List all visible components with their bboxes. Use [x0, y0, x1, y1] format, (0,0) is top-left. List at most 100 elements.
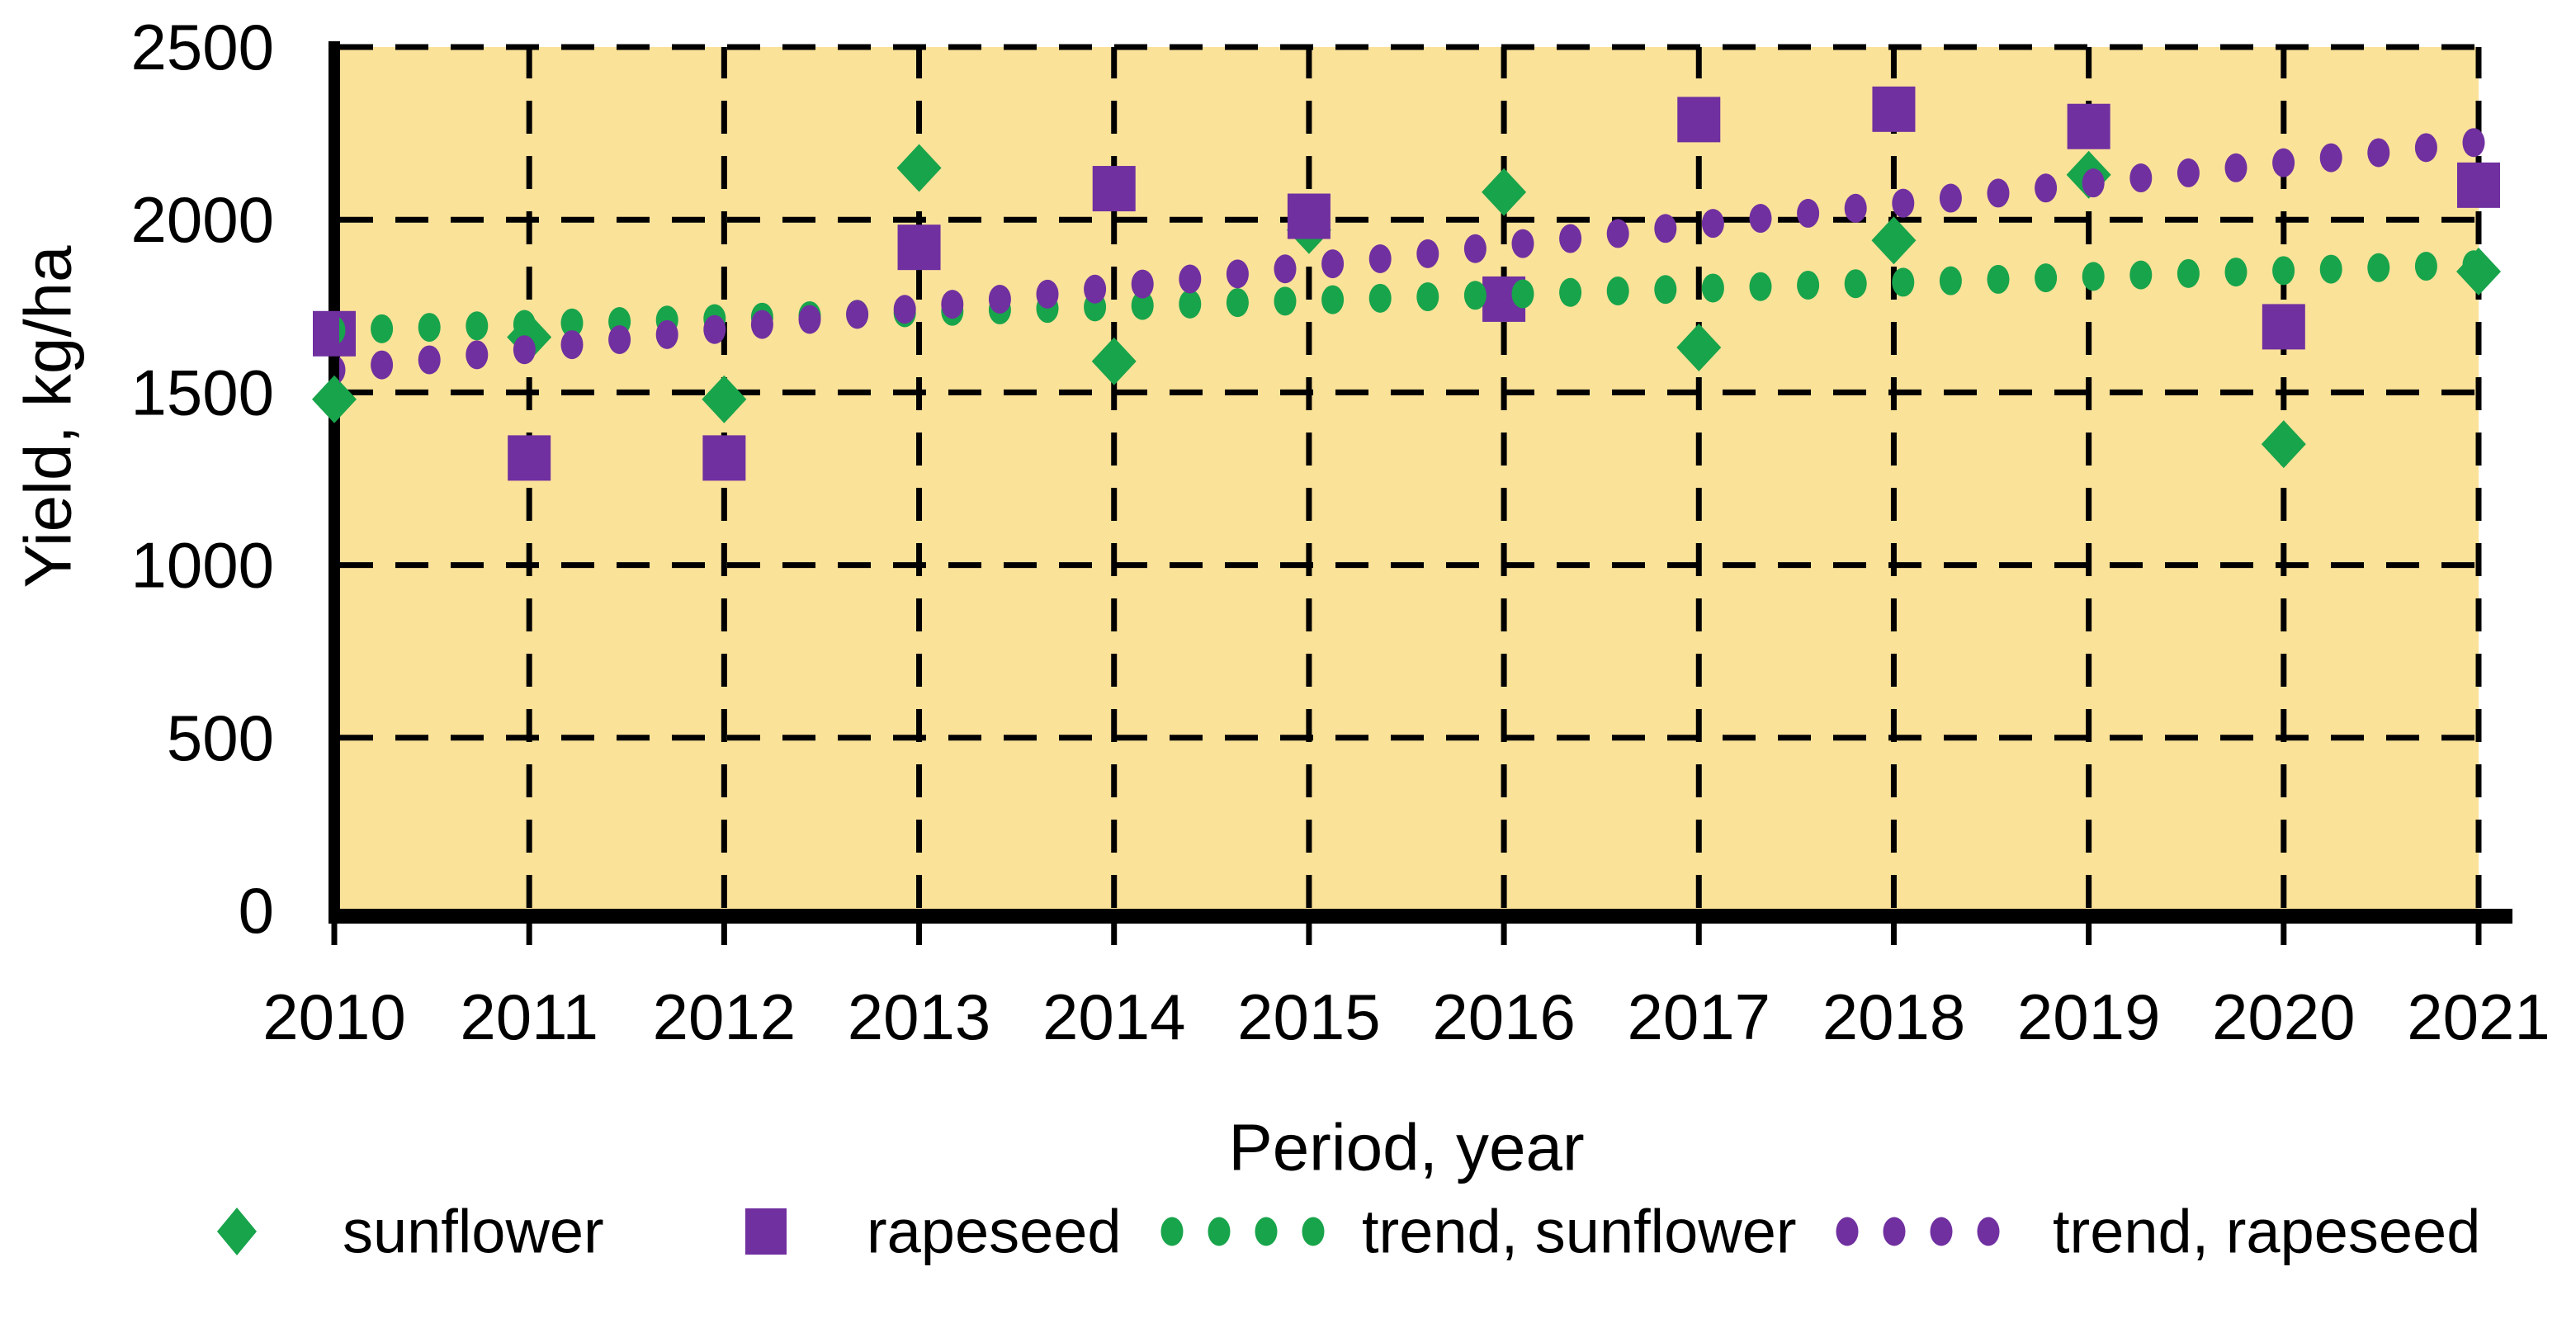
x-tick-2021 [2475, 924, 2482, 945]
trend-rapeseed-dot [339, 357, 346, 383]
trend-sunflower-dot [1749, 272, 1772, 301]
legend-trend-rapeseed-marker-icon [1836, 1217, 2000, 1246]
legend-trend-sunflower-dot [1255, 1217, 1278, 1246]
trend-rapeseed-dot [466, 340, 489, 370]
trend-rapeseed-dot [1226, 259, 1249, 289]
trend-sunflower-dot [560, 308, 584, 338]
trend-rapeseed-dot [2035, 173, 2058, 203]
legend-trend-sunflower-label: trend, sunflower [1362, 1198, 1797, 1266]
x-tick-2012 [721, 924, 727, 945]
trend-rapeseed-dot [2272, 148, 2295, 177]
trend-rapeseed-dot [2224, 153, 2248, 182]
rapeseed-point-2013 [897, 225, 941, 271]
trend-rapeseed-dot [2367, 138, 2390, 168]
trend-rapeseed-dot [988, 284, 1011, 314]
x-tick-label-2015: 2015 [1237, 981, 1381, 1053]
legend-trend-sunflower-dot [1302, 1217, 1325, 1246]
trend-sunflower-dot [1274, 286, 1297, 316]
trend-sunflower-dot [418, 313, 441, 343]
trend-rapeseed-dot [1749, 204, 1772, 234]
legend: sunflower rapeseed trend, sunflower tren… [217, 1198, 2480, 1266]
trend-sunflower-dot [1131, 291, 1154, 320]
x-tick-2020 [2281, 924, 2287, 945]
trend-sunflower-dot [1416, 282, 1439, 312]
x-tick-2011 [526, 924, 532, 945]
y-tick-label-1000: 1000 [130, 529, 274, 602]
trend-sunflower-dot [2035, 263, 2058, 293]
trend-rapeseed-dot [1131, 269, 1154, 299]
trend-rapeseed-dot [893, 295, 916, 324]
trend-rapeseed-dot [1274, 254, 1297, 284]
legend-sunflower-marker-icon [217, 1208, 257, 1255]
trend-sunflower-dots [339, 250, 2485, 343]
trend-rapeseed-dot [371, 350, 394, 380]
y-tick-label-0: 0 [239, 874, 274, 947]
trend-rapeseed-dot [2319, 143, 2342, 173]
trend-rapeseed-dot [560, 330, 584, 360]
x-tick-label-2010: 2010 [262, 981, 406, 1053]
legend-rapeseed-label: rapeseed [867, 1198, 1122, 1266]
legend-trend-rapeseed-dot [1836, 1217, 1859, 1246]
trend-sunflower-dot [1892, 267, 1915, 297]
sunflower-point-2016 [1482, 168, 1527, 216]
x-axis-line [328, 909, 2512, 924]
legend-rapeseed-marker-icon [745, 1208, 787, 1255]
trend-sunflower-dot [1179, 289, 1202, 319]
trend-rapeseed-dots [339, 128, 2485, 383]
trend-sunflower-dot [339, 317, 346, 343]
x-tick-labels: 2010 2011 2012 2013 2014 2015 2016 2017 2018 2019… [262, 981, 2550, 1053]
x-axis-title: Period, year [1228, 1111, 1584, 1184]
trend-rapeseed-dot [703, 314, 726, 344]
sunflower-point-2012 [702, 375, 747, 423]
sunflower-point-2010 [312, 375, 357, 423]
rapeseed-point-2018 [1872, 86, 1916, 132]
trend-sunflower-dot [2177, 258, 2200, 288]
legend-trend-rapeseed-label: trend, rapeseed [2053, 1198, 2480, 1266]
rapeseed-point-2012 [702, 435, 746, 481]
axes [328, 41, 2512, 945]
y-tick-label-2500: 2500 [130, 11, 274, 83]
trend-rapeseed-dot [1654, 214, 1677, 243]
trend-rapeseed-dot [2462, 128, 2485, 158]
trend-rapeseed-dot [941, 290, 964, 319]
trend-rapeseed-dot [1559, 224, 1582, 253]
y-axis-title: Yield, kg/ha [12, 245, 85, 589]
trend-sunflower-dot [1463, 281, 1487, 310]
x-tick-label-2018: 2018 [1822, 981, 1966, 1053]
rapeseed-point-2011 [508, 435, 551, 481]
trend-rapeseed-dot [1701, 209, 1724, 239]
trend-sunflower-dot [2462, 250, 2485, 280]
trend-rapeseed-dot [1844, 193, 1867, 223]
x-tick-label-2020: 2020 [2212, 981, 2356, 1053]
x-tick-label-2014: 2014 [1042, 981, 1186, 1053]
x-tick-label-2013: 2013 [848, 981, 991, 1053]
legend-trend-rapeseed-dot [1883, 1217, 1906, 1246]
legend-trend-rapeseed-dot [1977, 1217, 2000, 1246]
trend-rapeseed-dot [2082, 168, 2105, 198]
trend-sunflower-dot [2414, 252, 2437, 281]
trend-sunflower-dot [1511, 279, 1534, 309]
x-tick-2016 [1501, 924, 1507, 945]
x-tick-label-2012: 2012 [653, 981, 796, 1053]
trend-sunflower-dot [1701, 273, 1724, 303]
rapeseed-points [313, 86, 2500, 481]
x-tick-2017 [1695, 924, 1702, 945]
y-axis-line [328, 41, 340, 924]
y-tick-label-500: 500 [167, 702, 274, 774]
trend-rapeseed-dot [1511, 229, 1534, 258]
y-tick-label-1500: 1500 [130, 356, 274, 428]
trend-rapeseed-dot [1797, 198, 1820, 228]
trend-rapeseed-dot [750, 310, 773, 339]
x-tick-2015 [1306, 924, 1312, 945]
rapeseed-point-2014 [1092, 166, 1136, 212]
trend-rapeseed-dot [513, 335, 536, 365]
sunflower-point-2018 [1871, 216, 1917, 265]
trend-rapeseed-dot [798, 305, 821, 334]
legend-sunflower-label: sunflower [343, 1198, 604, 1266]
y-tick-label-2000: 2000 [130, 183, 274, 256]
trend-rapeseed-dot [608, 324, 631, 354]
trend-rapeseed-dot [1892, 188, 1915, 218]
vertical-gridlines [526, 47, 2482, 908]
